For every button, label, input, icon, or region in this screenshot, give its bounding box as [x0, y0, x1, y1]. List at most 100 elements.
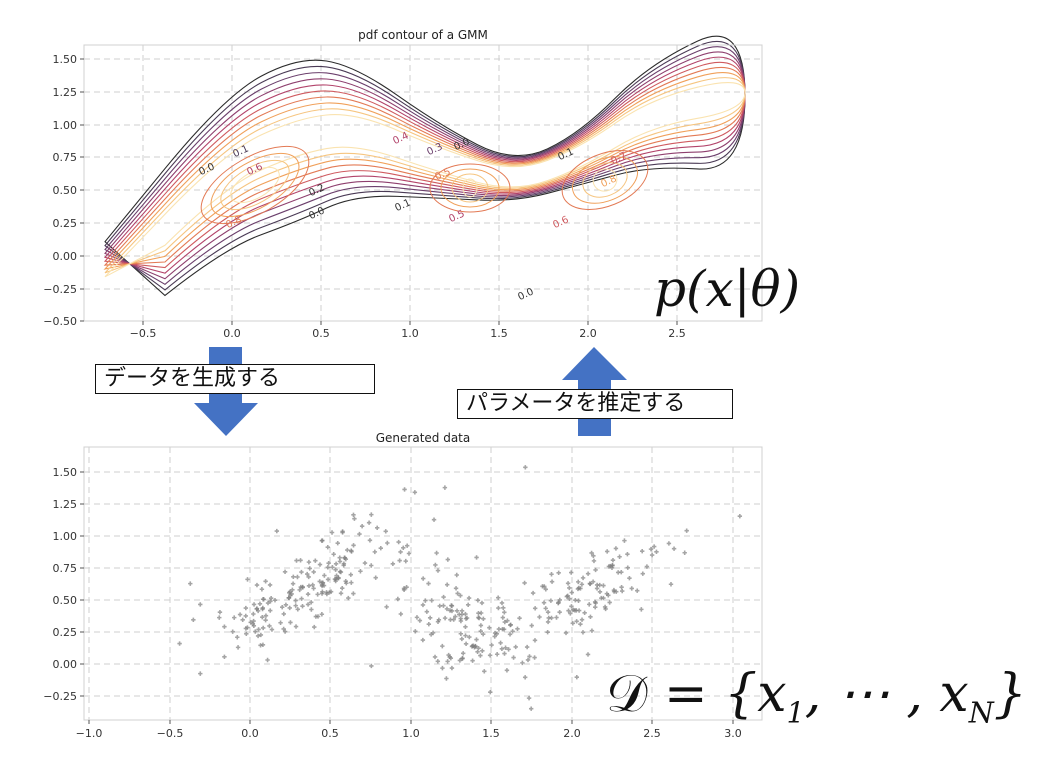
bottom-y-tick-label: 0.00 [53, 658, 78, 671]
scatter-point [396, 539, 401, 545]
contour-label: 0.3 [425, 141, 444, 158]
scatter-point [515, 626, 520, 632]
scatter-point [288, 620, 293, 625]
scatter-point [513, 644, 518, 650]
scatter-point [585, 652, 591, 657]
scatter-point [508, 622, 513, 628]
top-x-tick-label: −0.5 [130, 327, 157, 340]
scatter-point [458, 618, 464, 624]
scatter-point [591, 553, 596, 559]
scatter-point [445, 659, 450, 664]
scatter-point [542, 584, 547, 589]
scatter-point [651, 544, 657, 549]
bottom-plot: Generated data −1.0 −0.5 0.0 0.5 1.0 1.5 2.0 2.… [43, 431, 763, 740]
bottom-x-tick-label: 0.5 [321, 727, 339, 740]
scatter-point [306, 583, 312, 588]
scatter-point [420, 602, 426, 608]
scatter-point [487, 653, 493, 658]
top-y-tick-label: 0.50 [53, 184, 78, 197]
scatter-point [532, 655, 537, 660]
scatter-point [343, 556, 349, 562]
scatter-point [682, 550, 687, 555]
scatter-point [635, 588, 640, 593]
scatter-point [258, 632, 264, 638]
scatter-point [571, 607, 576, 612]
top-y-tick-label: 0.00 [53, 250, 78, 263]
contour-core [429, 163, 511, 213]
contour-core [210, 152, 300, 218]
bottom-x-tick-label: 3.0 [724, 727, 742, 740]
scatter-point [453, 586, 459, 591]
scatter-point [522, 580, 527, 586]
scatter-point [331, 552, 336, 557]
scatter-point [545, 619, 551, 625]
top-x-tick-label: 1.0 [401, 327, 419, 340]
scatter-point [263, 613, 269, 618]
scatter-point [502, 610, 507, 615]
scatter-point [502, 619, 508, 625]
scatter-point [305, 591, 311, 597]
top-y-tick-label: 1.00 [53, 119, 78, 132]
scatter-point [737, 514, 743, 519]
scatter-point [576, 608, 582, 613]
scatter-point [333, 567, 338, 572]
scatter-point [300, 584, 305, 590]
scatter-point [640, 571, 646, 576]
scatter-point [317, 579, 322, 584]
scatter-point [359, 524, 365, 529]
scatter-point [404, 543, 410, 548]
scatter-point [567, 596, 572, 601]
scatter-point [549, 579, 555, 584]
scatter-point [549, 615, 554, 621]
contour-label: 0.5 [447, 208, 466, 225]
scatter-point [401, 545, 406, 551]
scatter-point [251, 602, 257, 607]
scatter-point [260, 625, 266, 631]
scatter-point [293, 624, 299, 629]
top-x-tick-label: 2.0 [579, 327, 597, 340]
scatter-point [367, 538, 373, 543]
scatter-point [530, 590, 536, 596]
scatter-point [362, 560, 368, 566]
contour-core [440, 168, 500, 208]
scatter-point [317, 562, 323, 567]
scatter-point [373, 575, 378, 580]
scatter-point [590, 579, 596, 584]
bottom-x-tick-label: 1.5 [482, 727, 500, 740]
scatter-point [654, 549, 659, 555]
scatter-point [502, 651, 507, 656]
scatter-point [338, 591, 344, 596]
scatter-point [313, 614, 319, 619]
top-y-tick-label: −0.50 [43, 315, 77, 328]
scatter-point [383, 529, 388, 534]
scatter-point [297, 587, 302, 593]
scatter-point [340, 529, 345, 534]
scatter-point [629, 586, 634, 591]
scatter-point [576, 598, 581, 603]
scatter-point [617, 554, 622, 559]
scatter-point [319, 582, 325, 588]
scatter-point [569, 604, 574, 609]
scatter-point [217, 615, 222, 620]
contour-line [104, 82, 746, 278]
scatter-point [263, 618, 268, 623]
scatter-point [644, 564, 650, 569]
scatter-point [579, 582, 585, 587]
scatter-point [449, 603, 454, 608]
scatter-point [454, 572, 459, 578]
scatter-point [529, 623, 534, 628]
scatter-point [500, 626, 505, 632]
scatter-point [440, 665, 445, 671]
bottom-y-tick-label: 0.75 [53, 562, 78, 575]
scatter-point [671, 546, 677, 551]
scatter-point [576, 579, 581, 585]
scatter-point [574, 619, 579, 624]
scatter-point [457, 658, 463, 663]
scatter-point [290, 581, 296, 586]
scatter-point [222, 624, 227, 629]
scatter-point [352, 516, 357, 521]
top-y-ticks: 1.50 1.25 1.00 0.75 0.50 0.25 0.00 −0.25 −0.50 [43, 53, 84, 328]
scatter-point [591, 558, 597, 564]
scatter-point [543, 606, 548, 611]
scatter-point [398, 611, 404, 617]
